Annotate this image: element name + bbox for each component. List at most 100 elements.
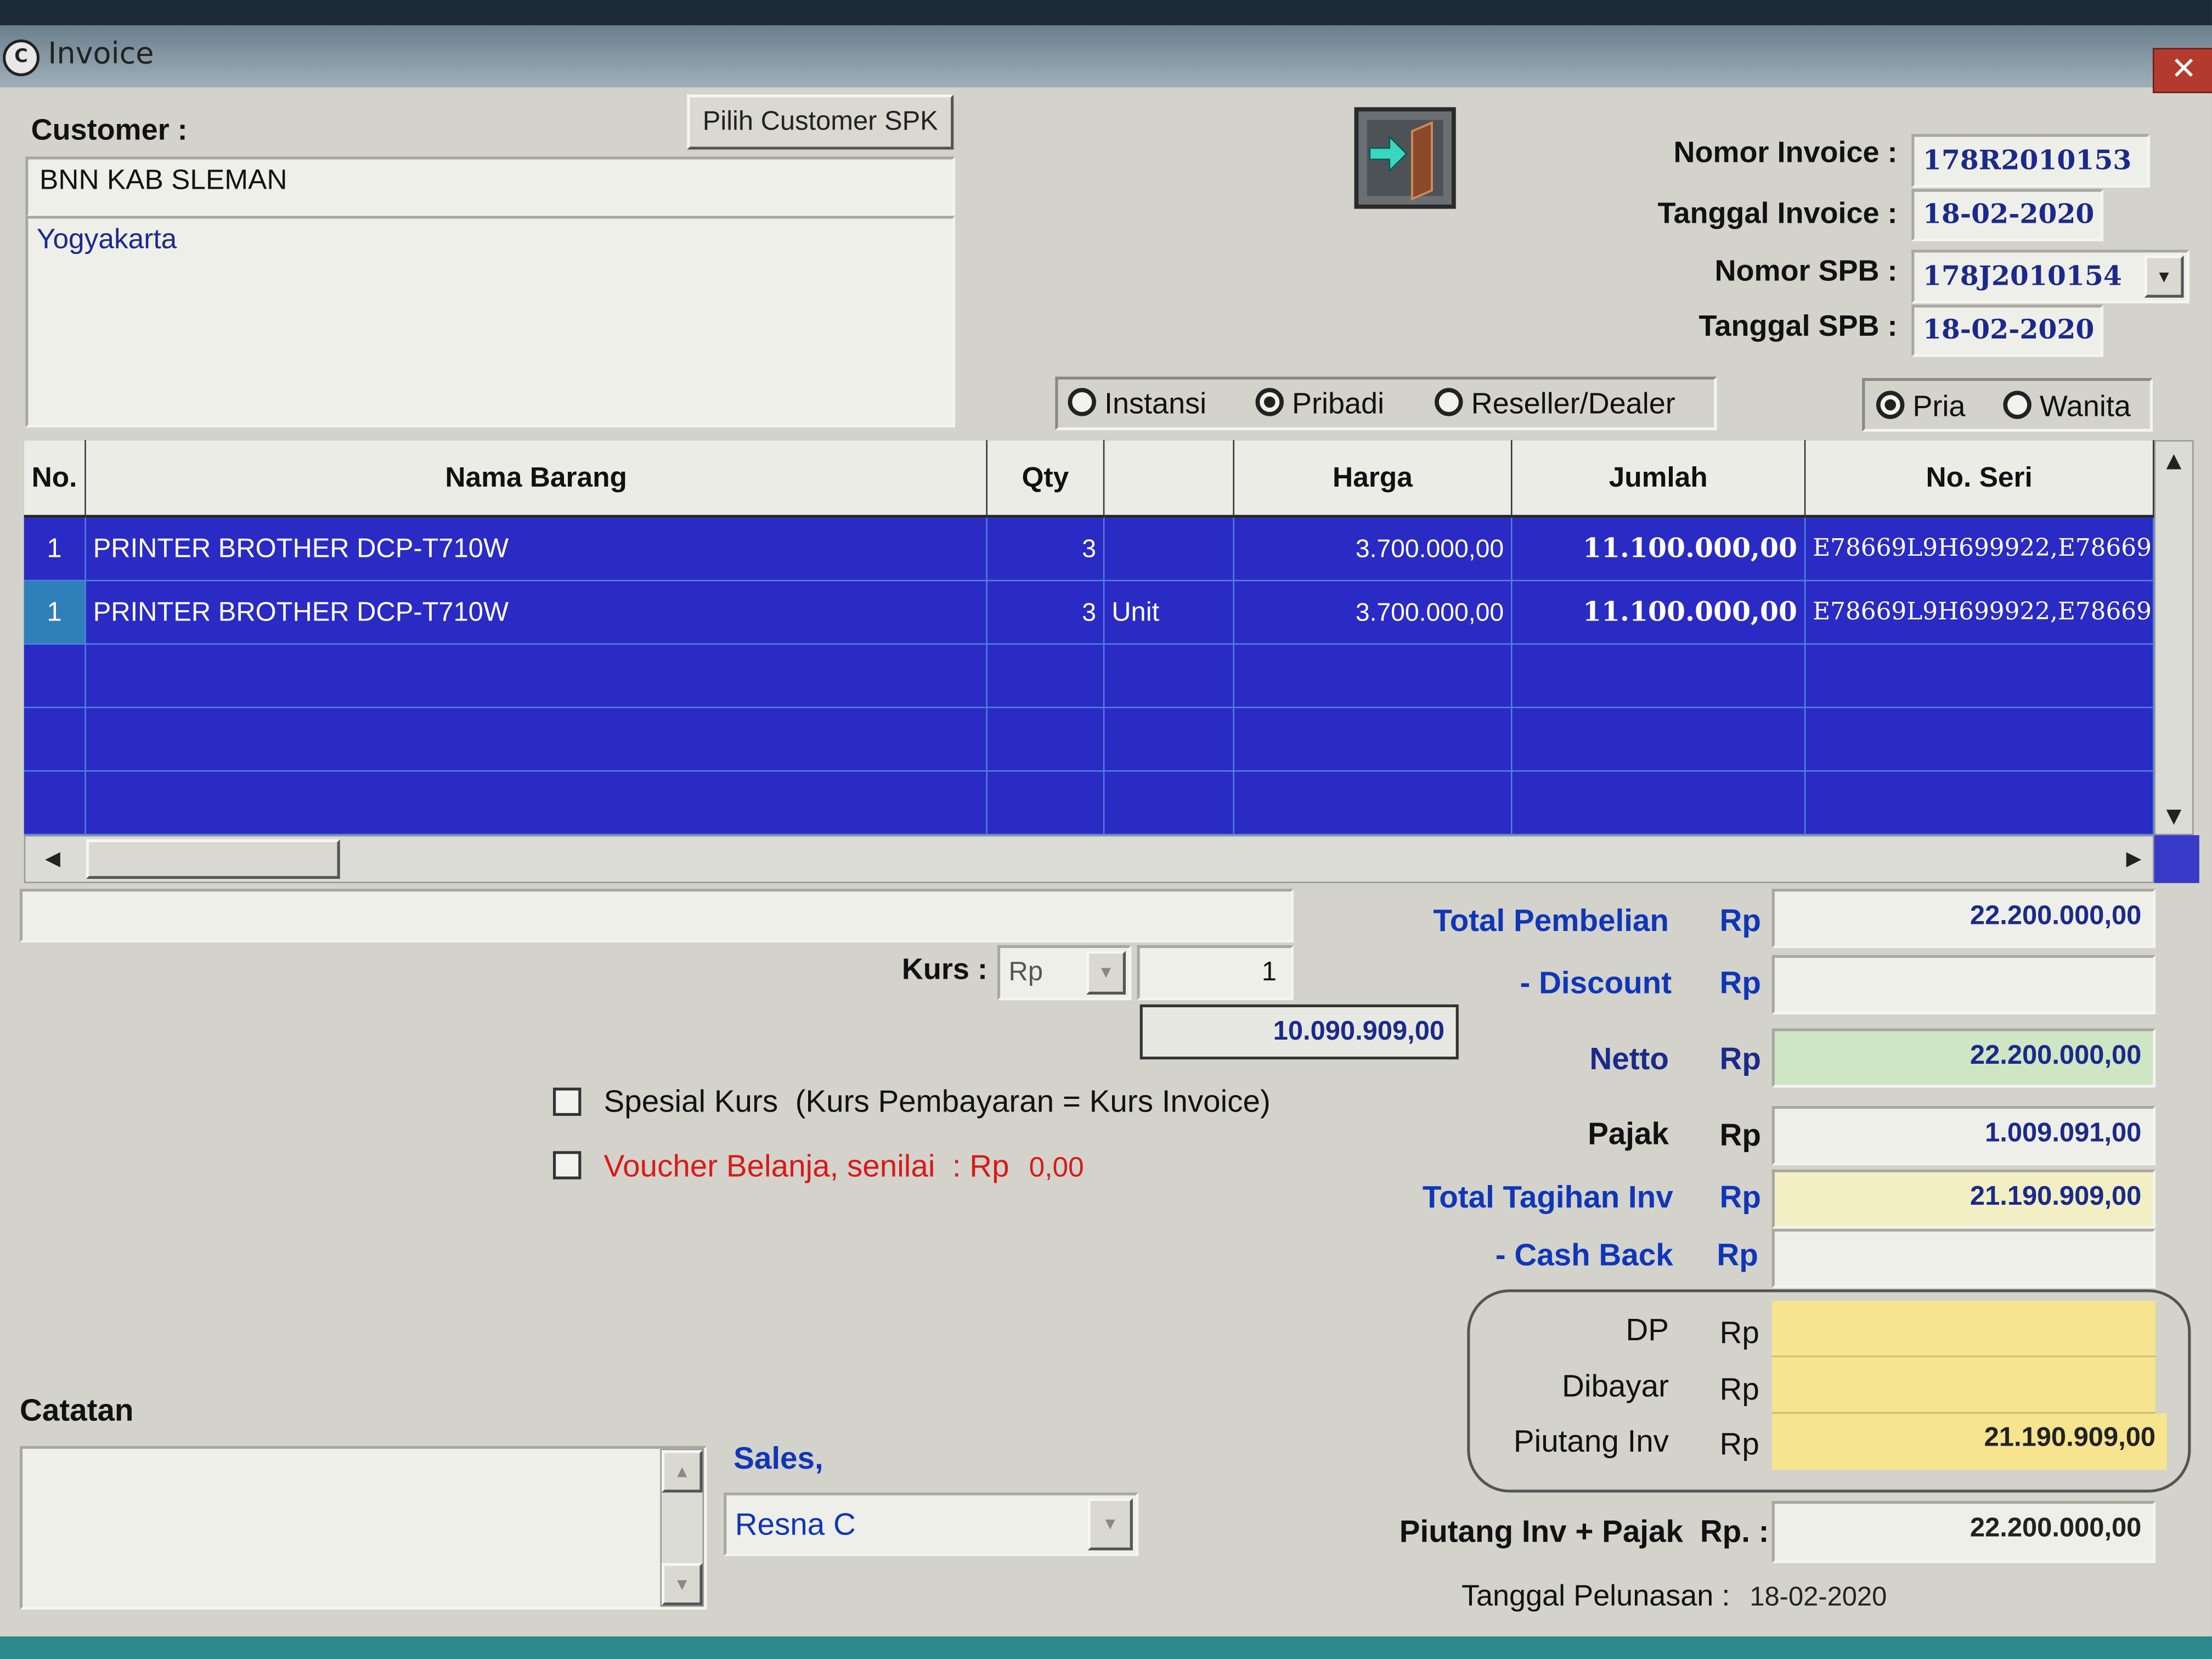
cell-harga[interactable]: 3.700.000,00 (1234, 517, 1513, 582)
currency-label: Rp (1719, 1041, 1761, 1076)
empty-cell[interactable] (24, 645, 86, 708)
cash-back-field[interactable] (1771, 1228, 2156, 1288)
col-header-jumlah[interactable]: Jumlah (1512, 440, 1806, 518)
empty-cell[interactable] (987, 645, 1105, 708)
chevron-down-icon[interactable]: ▼ (1086, 951, 1126, 995)
voucher-value: 0,00 (1029, 1152, 1084, 1184)
customer-address-field[interactable]: Yogyakarta (25, 216, 955, 428)
empty-cell[interactable] (1234, 708, 1513, 772)
discount-field[interactable] (1771, 955, 2156, 1014)
spesial-kurs-checkbox[interactable] (552, 1087, 582, 1116)
payment-group (1467, 1289, 2191, 1493)
catatan-scrollbar[interactable]: ▲ ▼ (660, 1448, 704, 1607)
empty-cell[interactable] (24, 708, 86, 772)
radio-icon (2003, 391, 2032, 419)
empty-cell[interactable] (86, 708, 988, 772)
empty-cell[interactable] (1104, 708, 1234, 772)
col-header-no-seri[interactable]: No. Seri (1805, 440, 2154, 518)
empty-cell[interactable] (1104, 645, 1234, 708)
voucher-checkbox[interactable] (552, 1151, 582, 1180)
scroll-up-icon[interactable]: ▲ (661, 1450, 703, 1493)
cell-unit[interactable]: Unit (1104, 581, 1234, 645)
scroll-right-icon[interactable]: ▶ (2126, 848, 2142, 871)
empty-cell[interactable] (1104, 771, 1234, 836)
chevron-down-icon[interactable]: ▼ (1087, 1498, 1133, 1550)
horizontal-scrollbar[interactable]: ◀ ▶ (24, 835, 2154, 883)
empty-cell[interactable] (1234, 771, 1513, 836)
cell-unit[interactable] (1104, 517, 1234, 582)
radio-label: Instansi (1104, 388, 1207, 421)
vertical-scrollbar[interactable]: ▲ ▼ (2154, 440, 2194, 836)
col-header-harga[interactable]: Harga (1234, 440, 1513, 518)
radio-pribadi[interactable]: Pribadi (1255, 388, 1385, 422)
dp-field[interactable] (1771, 1300, 2156, 1357)
empty-cell[interactable] (1512, 771, 1806, 836)
col-header-no[interactable]: No. (24, 440, 86, 518)
cell-qty[interactable]: 3 (987, 517, 1105, 582)
netto-field: 22.200.000,00 (1771, 1028, 2156, 1088)
empty-cell[interactable] (24, 771, 86, 836)
empty-cell[interactable] (987, 708, 1105, 772)
radio-pria[interactable]: Pria (1876, 391, 1965, 425)
scroll-thumb[interactable] (86, 839, 340, 879)
kurs-currency-select[interactable]: Rp ▼ (997, 945, 1132, 1001)
scroll-left-icon[interactable]: ◀ (45, 848, 61, 871)
empty-cell[interactable] (1805, 708, 2154, 772)
piutang-inv-field: 21.190.909,00 (1771, 1413, 2167, 1470)
cell-qty[interactable]: 3 (987, 581, 1105, 645)
gender-group (1862, 378, 2153, 432)
piutang-pajak-label: Piutang Inv + Pajak (1399, 1514, 1683, 1549)
nomor-spb-select[interactable]: 178J2010154 ▼ (1911, 250, 2190, 303)
close-button[interactable]: ✕ (2152, 48, 2212, 93)
sales-select[interactable]: Resna C ▼ (724, 1492, 1139, 1556)
cell-jumlah[interactable]: 11.100.000,00 (1512, 517, 1806, 582)
empty-cell[interactable] (1512, 708, 1806, 772)
empty-cell[interactable] (1234, 645, 1513, 708)
cell-nama[interactable]: PRINTER BROTHER DCP-T710W (86, 517, 988, 582)
empty-cell[interactable] (1805, 771, 2154, 836)
currency-label: Rp (1719, 1371, 1759, 1407)
empty-cell[interactable] (1805, 645, 2154, 708)
nomor-invoice-label: Nomor Invoice : (1673, 137, 1898, 170)
catatan-textarea[interactable] (19, 1446, 707, 1610)
scroll-down-icon[interactable]: ▼ (2166, 805, 2182, 828)
radio-label: Pribadi (1292, 388, 1385, 421)
nomor-invoice-field[interactable]: 178R2010153 (1911, 134, 2150, 188)
kurs-rate-field[interactable]: 1 (1137, 945, 1294, 1001)
items-grid[interactable]: No. Nama Barang Qty Harga Jumlah No. Ser… (24, 440, 2154, 836)
chevron-down-icon[interactable]: ▼ (2144, 255, 2184, 298)
tanggal-spb-field[interactable]: 18-02-2020 (1911, 304, 2103, 357)
cell-seri[interactable]: E78669L9H699922,E78669L9I (1805, 581, 2154, 645)
empty-cell[interactable] (987, 771, 1105, 836)
cell-no[interactable]: 1 (24, 581, 86, 645)
sales-value: Resna C (735, 1506, 856, 1542)
empty-cell[interactable] (86, 645, 988, 708)
cell-harga[interactable]: 3.700.000,00 (1234, 581, 1513, 645)
empty-cell[interactable] (1512, 645, 1806, 708)
exit-button[interactable] (1354, 107, 1456, 209)
cell-nama[interactable]: PRINTER BROTHER DCP-T710W (86, 581, 988, 645)
customer-type-group (1055, 376, 1717, 431)
customer-name-field[interactable]: BNN KAB SLEMAN (25, 156, 955, 217)
cell-jumlah[interactable]: 11.100.000,00 (1512, 581, 1806, 645)
tanggal-invoice-field[interactable]: 18-02-2020 (1911, 189, 2103, 241)
cell-seri[interactable]: E78669L9H699922,E78669L9I (1805, 517, 2154, 582)
radio-selected-icon (1876, 391, 1905, 419)
piutang-pajak-row: Piutang Inv + Pajak Rp. : (1242, 1514, 1769, 1550)
scroll-up-icon[interactable]: ▲ (2166, 450, 2182, 473)
radio-wanita[interactable]: Wanita (2003, 391, 2131, 425)
dibayar-field[interactable] (1771, 1357, 2156, 1414)
radio-instansi[interactable]: Instansi (1068, 388, 1207, 422)
radio-reseller-dealer[interactable]: Reseller/Dealer (1435, 388, 1675, 422)
currency-label: Rp (1717, 1237, 1758, 1273)
pajak-label: Pajak (1588, 1115, 1669, 1152)
scroll-down-icon[interactable]: ▼ (661, 1563, 703, 1606)
empty-cell[interactable] (86, 771, 988, 836)
dibayar-label: Dibayar (1562, 1368, 1669, 1404)
col-header-unit[interactable] (1104, 440, 1234, 518)
cell-no[interactable]: 1 (24, 517, 86, 582)
piutang-inv-label: Piutang Inv (1513, 1423, 1669, 1459)
pilih-customer-spk-button[interactable]: Pilih Customer SPK (687, 94, 954, 150)
col-header-qty[interactable]: Qty (987, 440, 1105, 518)
col-header-nama-barang[interactable]: Nama Barang (86, 440, 988, 518)
